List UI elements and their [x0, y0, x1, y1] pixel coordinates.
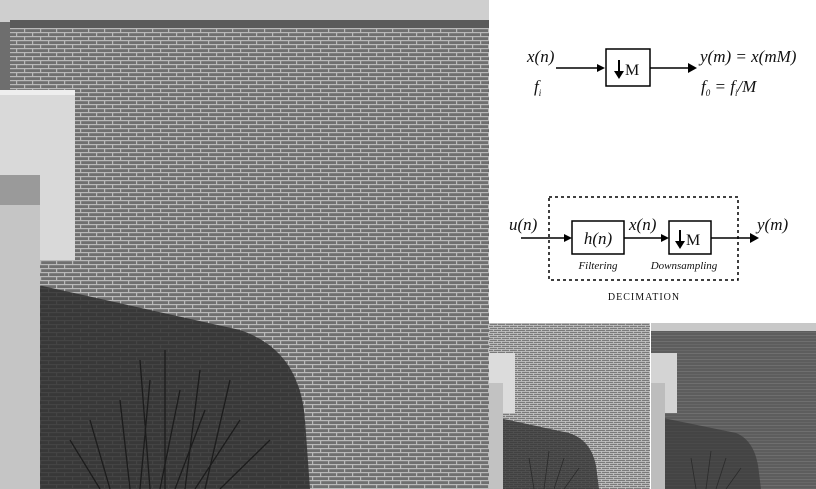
filter-block-label: h(n) [584, 229, 613, 248]
filtered-thumbnail [651, 323, 816, 489]
downsampler-input-label: x(n) [526, 47, 555, 66]
downsampler-output-rate: f0 = fi/M [701, 77, 757, 98]
filter-block [571, 220, 625, 255]
filtering-caption: Filtering [577, 260, 618, 272]
decimation-diagram: u(n) h(n) x(n) M y(m) Filtering Downsamp… [509, 196, 788, 303]
decimator-input-label: u(n) [509, 215, 538, 234]
downsampler-block-label: M [625, 62, 639, 79]
aliased-thumbnail [489, 323, 650, 489]
block-diagram-panel: x(n) fi M y(m) = x(mM) f0 = fi/M u(n) h(… [489, 0, 816, 323]
decimator-intermediate-label: x(n) [628, 215, 657, 234]
decimation-title: DECIMATION [608, 292, 680, 303]
down-arrow-icon [614, 60, 624, 79]
brick-wall-photo [0, 0, 489, 489]
downsampler-input-rate: fi [534, 77, 542, 98]
decimator-output-label: y(m) [755, 215, 788, 234]
downsample-block [668, 220, 712, 255]
downsampler-diagram: x(n) fi M y(m) = x(mM) f0 = fi/M [526, 47, 797, 98]
downsampler-output-label: y(m) = x(mM) [698, 47, 797, 66]
downsample-block-label: M [686, 232, 700, 249]
down-arrow-icon [675, 230, 685, 249]
downsampling-caption: Downsampling [650, 260, 718, 272]
